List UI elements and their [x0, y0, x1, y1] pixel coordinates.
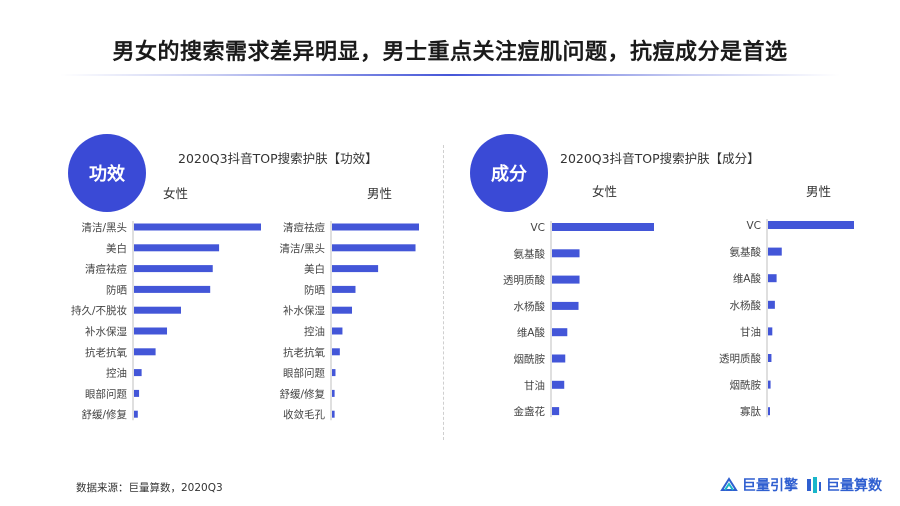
efficacy-female-bar — [134, 348, 156, 356]
efficacy-male-bar — [332, 348, 340, 356]
ingredient-male-tick-label: 烟酰胺 — [730, 379, 762, 392]
efficacy-male-bar — [332, 389, 335, 397]
panel-divider — [443, 145, 444, 440]
efficacy-female-bar — [134, 369, 142, 377]
ingredient-male-tick-label: 寡肽 — [740, 405, 761, 418]
efficacy-male-tick-label: 眼部问题 — [283, 367, 325, 380]
efficacy-female-tick-label: 抗老抗氧 — [85, 346, 127, 359]
efficacy-male-tick-label: 抗老抗氧 — [283, 346, 325, 359]
ingredient-female-bar — [552, 328, 568, 337]
ingredient-female-bar — [552, 275, 580, 284]
ingredient-subtitle: 2020Q3抖音TOP搜索护肤【成分】 — [560, 151, 760, 166]
efficacy-male-tick-label: 美白 — [304, 263, 325, 276]
ingredient-female-tick-label: 烟酰胺 — [514, 353, 546, 366]
efficacy-male-tick-label: 清痘祛痘 — [283, 221, 325, 234]
efficacy-male-label: 男性 — [367, 186, 393, 201]
efficacy-female-tick-label: 补水保湿 — [85, 325, 127, 338]
efficacy-female-label: 女性 — [163, 186, 189, 201]
ingredient-male-bar — [768, 354, 772, 362]
brand-1-text: 巨量引擎 — [742, 478, 798, 494]
efficacy-male-bar — [332, 369, 336, 377]
efficacy-female-tick-label: 持久/不脱妆 — [71, 304, 128, 317]
brand-juliang-yinqing: 巨量引擎 — [720, 475, 798, 495]
efficacy-badge: 功效 — [68, 134, 146, 212]
ingredient-male-bar — [768, 300, 775, 309]
efficacy-female-bar — [134, 265, 213, 273]
ingredient-male-tick-label: 甘油 — [740, 325, 761, 338]
ingredient-female-tick-label: 水杨酸 — [514, 300, 546, 313]
efficacy-male-tick-label: 防晒 — [304, 283, 325, 296]
brand-2-text: 巨量算数 — [826, 478, 882, 494]
ingredient-female-tick-label: VC — [530, 222, 545, 234]
efficacy-female-bar — [134, 285, 211, 293]
ingredient-female-bar — [552, 380, 565, 389]
efficacy-male-tick-label: 补水保湿 — [283, 304, 325, 317]
ingredient-male-tick-label: 透明质酸 — [719, 352, 761, 365]
efficacy-male-tick-label: 舒缓/修复 — [279, 387, 325, 400]
ingredient-male-bar — [768, 327, 773, 336]
title-bar: 男女的搜索需求差异明显，男士重点关注痘肌问题，抗痘成分是首选 — [0, 0, 900, 82]
efficacy-female-tick-label: 清洁/黑头 — [81, 221, 127, 234]
efficacy-female-tick-label: 防晒 — [106, 283, 127, 296]
efficacy-male-bar — [332, 327, 343, 335]
efficacy-male-bar — [332, 265, 379, 273]
juliang-suanshu-logo-icon — [807, 477, 821, 493]
efficacy-male-tick-label: 控油 — [304, 325, 325, 338]
efficacy-female-bar — [134, 389, 140, 397]
efficacy-subtitle: 2020Q3抖音TOP搜索护肤【功效】 — [178, 151, 378, 166]
efficacy-male-bar — [332, 410, 335, 418]
title-underline — [60, 74, 840, 76]
efficacy-female-bar — [134, 223, 261, 231]
ingredient-female-tick-label: 氨基酸 — [514, 247, 546, 260]
ingredient-female-label: 女性 — [592, 184, 618, 199]
ingredient-male-tick-label: 水杨酸 — [730, 299, 762, 312]
efficacy-female-tick-label: 舒缓/修复 — [81, 408, 127, 421]
ingredient-male-tick-label: 氨基酸 — [730, 246, 762, 259]
ingredient-female-bar — [552, 249, 580, 258]
efficacy-male-bar — [332, 223, 419, 231]
efficacy-female-tick-label: 控油 — [106, 367, 127, 380]
ingredient-male-label: 男性 — [806, 184, 832, 199]
ingredient-female-bar — [552, 301, 579, 310]
ingredient-male-bar — [768, 274, 777, 283]
juliang-yinqing-logo-icon — [720, 477, 738, 491]
efficacy-male-tick-label: 清洁/黑头 — [279, 242, 325, 255]
efficacy-male-tick-label: 收敛毛孔 — [283, 408, 325, 421]
ingredient-male-bar — [768, 380, 771, 389]
efficacy-male-bar — [332, 244, 416, 252]
ingredient-female-tick-label: 透明质酸 — [503, 274, 545, 287]
efficacy-male-bar — [332, 306, 353, 314]
efficacy-female-tick-label: 美白 — [106, 242, 127, 255]
ingredient-male-tick-label: VC — [746, 220, 761, 232]
brand-juliang-suanshu: 巨量算数 — [806, 475, 882, 495]
data-source: 数据来源：巨量算数，2020Q3 — [76, 482, 223, 494]
efficacy-female-tick-label: 眼部问题 — [85, 387, 127, 400]
efficacy-female-bar — [134, 327, 168, 335]
efficacy-female-tick-label: 清痘祛痘 — [85, 263, 127, 276]
efficacy-female-bar — [134, 244, 220, 252]
ingredient-badge: 成分 — [470, 134, 548, 212]
ingredient-female-tick-label: 金盏花 — [514, 405, 546, 418]
ingredient-male-tick-label: 维A酸 — [733, 272, 762, 285]
ingredient-male-bar — [768, 221, 854, 229]
ingredient-male-bar — [768, 407, 770, 416]
efficacy-female-bar — [134, 306, 181, 314]
page-title: 男女的搜索需求差异明显，男士重点关注痘肌问题，抗痘成分是首选 — [112, 40, 788, 65]
ingredient-female-bar — [552, 407, 560, 416]
ingredient-male-bar — [768, 247, 782, 256]
ingredient-female-tick-label: 甘油 — [524, 379, 545, 392]
efficacy-female-bar — [134, 410, 138, 418]
efficacy-male-bar — [332, 285, 356, 293]
ingredient-female-bar — [552, 223, 654, 231]
ingredient-female-tick-label: 维A酸 — [517, 326, 546, 339]
ingredient-female-bar — [552, 354, 566, 363]
